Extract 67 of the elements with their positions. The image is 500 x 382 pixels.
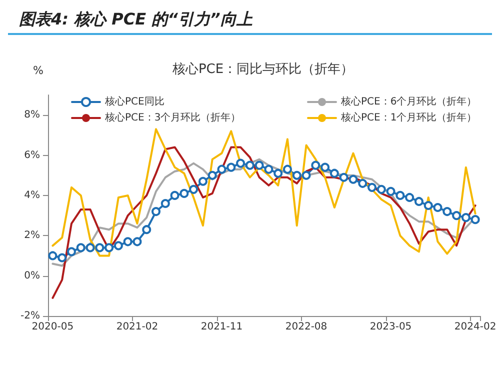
point (376, 184, 386, 194)
x-tick-label: 2021-11 (200, 322, 243, 332)
point (123, 237, 132, 246)
point (180, 188, 189, 198)
point (86, 243, 95, 252)
point (95, 243, 104, 252)
legend-label: 核心PCE同比 (104, 96, 164, 108)
point (414, 196, 424, 206)
point (396, 190, 405, 200)
y-tick-label: 2% (24, 230, 40, 242)
point (339, 172, 348, 182)
legend-label: 核心PCE：6个月环比（折年） (340, 96, 477, 108)
x-tick-label: 2022-08 (285, 322, 328, 332)
x-tick-label: 2023-05 (370, 322, 412, 332)
y-tick-label: 0% (24, 270, 40, 282)
point (254, 160, 264, 170)
point (368, 182, 376, 192)
point (66, 247, 76, 256)
point (264, 164, 274, 174)
y-tick-label: 6% (24, 150, 40, 161)
point (302, 170, 311, 180)
chart-subtitle: 核心PCE：同比与环比（折年） (171, 61, 354, 77)
point (470, 215, 480, 224)
point (282, 164, 292, 174)
point (405, 192, 414, 202)
point (442, 207, 452, 216)
point (114, 241, 123, 250)
legend-label: 核心PCE：3个月环比（折年） (104, 112, 241, 124)
line-series (52, 128, 476, 257)
point (320, 162, 330, 172)
y-axis-title: % (33, 64, 44, 77)
point (198, 176, 208, 186)
y-tick-label: 4% (24, 190, 40, 201)
point (433, 203, 442, 212)
point (217, 164, 226, 174)
point (208, 170, 217, 180)
point (76, 243, 86, 252)
point (104, 243, 114, 252)
point (424, 201, 433, 210)
point (170, 190, 180, 200)
point (132, 237, 142, 246)
point (461, 213, 470, 222)
point (58, 253, 67, 262)
point (142, 225, 152, 234)
point (48, 251, 58, 260)
point (245, 160, 254, 170)
y-tick-label: -2% (20, 310, 40, 322)
point (386, 186, 396, 196)
point (292, 170, 302, 180)
point (330, 168, 339, 178)
point (236, 158, 246, 168)
point (358, 178, 368, 188)
x-tick-label: 2020-05 (32, 322, 74, 332)
x-tick-label: 2021-02 (116, 322, 158, 332)
point (311, 160, 320, 170)
point (274, 168, 283, 178)
chart-title: 图表4: 核心 PCE 的“引力”向上 (19, 10, 254, 28)
x-tick-label: 2024-02 (454, 322, 496, 332)
point (152, 207, 160, 216)
line-series (52, 146, 476, 299)
legend-label: 核心PCE：1个月环比（折年） (340, 112, 477, 124)
point (160, 198, 170, 208)
point (348, 174, 358, 184)
point (226, 162, 236, 172)
y-tick-label: 8% (24, 110, 40, 121)
point (452, 211, 462, 220)
point (189, 184, 198, 194)
